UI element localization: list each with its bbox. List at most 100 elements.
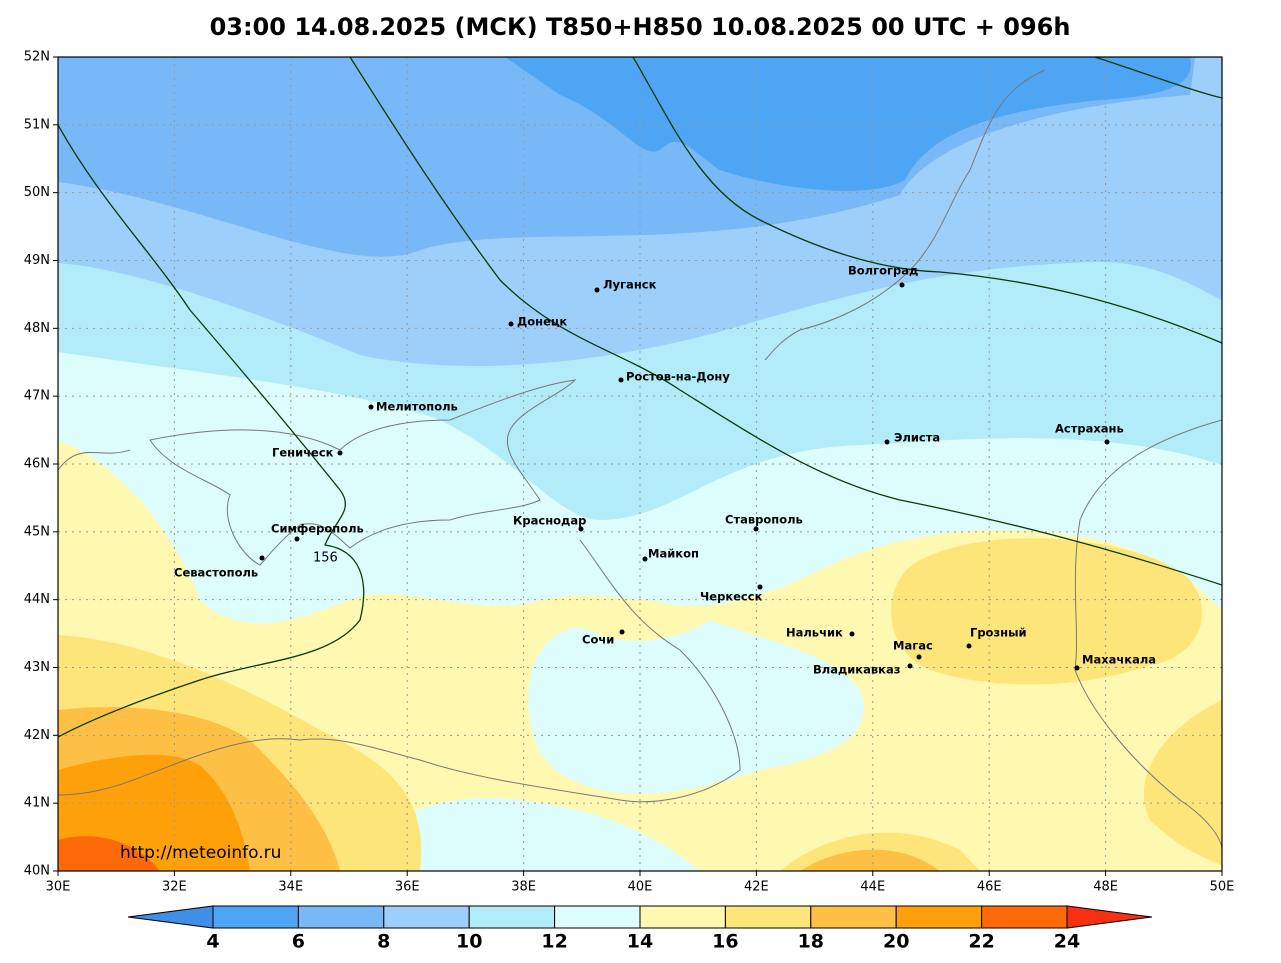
city-label: Мелитополь bbox=[376, 400, 458, 414]
city-dot bbox=[1074, 665, 1080, 671]
city-dot bbox=[259, 555, 265, 561]
lat-label: 51N bbox=[24, 117, 50, 132]
lon-label: 38E bbox=[511, 880, 536, 895]
colorbar-segment bbox=[297, 905, 385, 929]
city-dot bbox=[849, 631, 855, 637]
city-label: Сочи bbox=[582, 633, 614, 647]
band-12-14-south bbox=[330, 620, 864, 871]
volga bbox=[764, 69, 1046, 361]
lat-label: 44N bbox=[24, 592, 50, 607]
lon-label: 36E bbox=[395, 880, 420, 895]
lat-label: 47N bbox=[24, 389, 50, 404]
city-label: Астрахань bbox=[1055, 422, 1124, 436]
colorbar-segment bbox=[810, 905, 897, 929]
colorbar-label: 22 bbox=[968, 931, 994, 953]
lat-label: 49N bbox=[24, 253, 50, 268]
city-label: Геническ bbox=[272, 446, 334, 460]
grid bbox=[58, 57, 1222, 871]
lat-label: 43N bbox=[24, 660, 50, 675]
band-4-6 bbox=[505, 57, 1191, 191]
city-label: Владикавказ bbox=[813, 663, 900, 677]
city-label: Краснодар bbox=[513, 514, 586, 528]
colorbar-segment bbox=[981, 905, 1068, 929]
lat-label: 46N bbox=[24, 457, 50, 472]
band-22-24 bbox=[58, 836, 160, 871]
lat-label: 41N bbox=[24, 796, 50, 811]
colorbar-label: 18 bbox=[798, 931, 824, 953]
title: 03:00 14.08.2025 (МСК) T850+H850 10.08.2… bbox=[210, 13, 1071, 41]
city-dot bbox=[368, 404, 374, 410]
city-dot bbox=[884, 439, 890, 445]
cities: Луганск Донецк Волгоград Ростов-на-Дону Мели… bbox=[174, 264, 1156, 677]
city-label: Луганск bbox=[603, 278, 657, 292]
colorbar-label: 6 bbox=[292, 931, 305, 953]
city-label: Магас bbox=[893, 639, 933, 653]
colorbar-label: 20 bbox=[883, 931, 909, 953]
lat-label: 42N bbox=[24, 728, 50, 743]
city-dot bbox=[594, 287, 600, 293]
city-label: Донецк bbox=[517, 315, 567, 329]
city-label: Ростов-на-Дону bbox=[626, 370, 730, 384]
lon-label: 32E bbox=[162, 880, 187, 895]
city-label: Черкесск bbox=[700, 590, 763, 604]
contour-line bbox=[58, 124, 365, 738]
credit: http://meteoinfo.ru bbox=[120, 843, 281, 863]
city-label: Волгоград bbox=[848, 264, 918, 278]
city-dot bbox=[578, 526, 584, 532]
crimea-coast bbox=[149, 379, 577, 566]
city-dot bbox=[907, 663, 913, 669]
colorbar-segment bbox=[639, 905, 726, 929]
lon-label: 46E bbox=[977, 880, 1002, 895]
colorbar-segment bbox=[468, 905, 556, 929]
lat-label: 40N bbox=[24, 864, 50, 879]
city-dot bbox=[916, 654, 922, 660]
lat-label: 48N bbox=[24, 321, 50, 336]
lon-label: 34E bbox=[278, 880, 303, 895]
city-dot bbox=[966, 643, 972, 649]
band-18-20 bbox=[58, 706, 940, 871]
lat-label: 50N bbox=[24, 185, 50, 200]
contour-line bbox=[349, 57, 1222, 586]
colorbar-label: 16 bbox=[712, 931, 738, 953]
colorbar-label: 24 bbox=[1054, 931, 1080, 953]
colorbar-segment bbox=[212, 905, 299, 929]
city-dot bbox=[642, 556, 648, 562]
lat-label: 52N bbox=[24, 50, 50, 65]
colorbar-label: 14 bbox=[627, 931, 653, 953]
colorbar-segment bbox=[895, 905, 983, 929]
colorbar-label: 12 bbox=[541, 931, 567, 953]
colorbar-low-arrow bbox=[127, 905, 214, 929]
lon-label: 48E bbox=[1093, 880, 1118, 895]
contour-line bbox=[632, 57, 1222, 344]
city-label: Махачкала bbox=[1082, 653, 1156, 667]
city-dot bbox=[753, 526, 759, 532]
lon-label: 44E bbox=[860, 880, 885, 895]
band-16-18 bbox=[58, 538, 1222, 871]
city-dot bbox=[757, 584, 763, 590]
colorbar: 4 6 8 10 12 14 16 18 20 22 24 bbox=[127, 905, 1153, 953]
city-label: Нальчик bbox=[786, 626, 843, 640]
lon-label: 50E bbox=[1210, 880, 1235, 895]
city-label: Симферополь bbox=[271, 522, 364, 536]
city-dot bbox=[1104, 439, 1110, 445]
colorbar-label: 10 bbox=[456, 931, 482, 953]
city-dot bbox=[899, 282, 905, 288]
city-label: Севастополь bbox=[174, 566, 258, 580]
colorbar-label: 4 bbox=[206, 931, 219, 953]
city-label: Грозный bbox=[970, 626, 1027, 640]
temperature-field bbox=[58, 57, 1222, 871]
colorbar-label: 8 bbox=[377, 931, 390, 953]
black-sea-coast bbox=[58, 449, 741, 803]
city-label: Элиста bbox=[894, 431, 940, 445]
city-dot bbox=[619, 629, 625, 635]
city-dot bbox=[294, 536, 300, 542]
caspian-coast bbox=[1074, 419, 1222, 851]
contour-line bbox=[1094, 57, 1222, 99]
city-dot bbox=[337, 450, 343, 456]
lat-label: 45N bbox=[24, 524, 50, 539]
colorbar-high-arrow bbox=[1066, 905, 1153, 929]
city-dot bbox=[618, 377, 624, 383]
